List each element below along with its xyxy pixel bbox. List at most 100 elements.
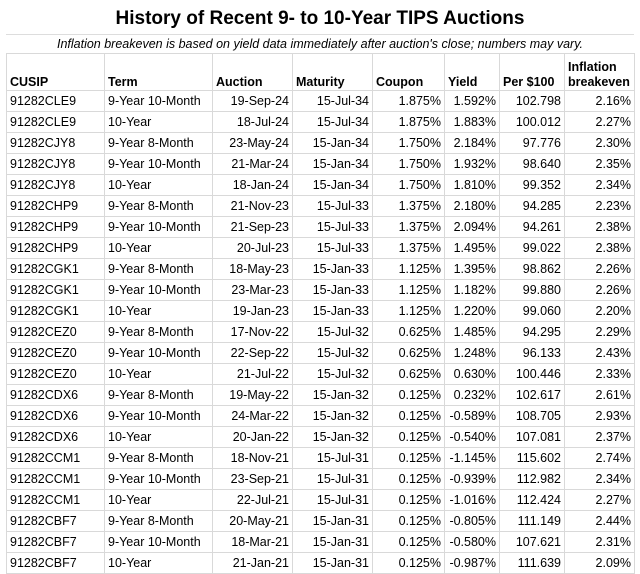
- table-cell: 9-Year 10-Month: [104, 342, 213, 364]
- table-cell: 15-Jan-33: [292, 300, 373, 322]
- table-cell: 15-Jan-33: [292, 279, 373, 301]
- table-cell: 100.012: [499, 111, 565, 133]
- table-cell: 91282CLE9: [6, 90, 105, 112]
- table-cell: 2.33%: [564, 363, 635, 385]
- table-cell: 91282CJY8: [6, 174, 105, 196]
- table-cell: -0.805%: [444, 510, 500, 532]
- table-cell: 15-Jan-31: [292, 510, 373, 532]
- table-cell: 15-Jan-34: [292, 174, 373, 196]
- table-cell: -0.540%: [444, 426, 500, 448]
- table-cell: 0.125%: [372, 510, 445, 532]
- table-cell: 9-Year 8-Month: [104, 321, 213, 343]
- table-cell: 99.022: [499, 237, 565, 259]
- column-header: Per $100: [499, 53, 565, 91]
- table-cell: 15-Jan-33: [292, 258, 373, 280]
- table-cell: 1.125%: [372, 279, 445, 301]
- table-cell: 1.125%: [372, 258, 445, 280]
- table-row: 91282CGK1 9-Year 10-Month 23-Mar-23 15-Jan-…: [6, 279, 635, 301]
- table-cell: 91282CGK1: [6, 279, 105, 301]
- table-cell: 21-Jan-21: [212, 552, 293, 574]
- table-cell: 91282CHP9: [6, 216, 105, 238]
- table-cell: 2.43%: [564, 342, 635, 364]
- table-cell: 9-Year 10-Month: [104, 216, 213, 238]
- table-row: 91282CJY8 9-Year 10-Month 21-Mar-24 15-Jan-…: [6, 153, 635, 175]
- table-cell: 21-Jul-22: [212, 363, 293, 385]
- table-cell: 20-May-21: [212, 510, 293, 532]
- table-cell: 107.621: [499, 531, 565, 553]
- table-row: 91282CBF7 9-Year 8-Month 20-May-21 15-Jan-3…: [6, 510, 635, 532]
- table-cell: 10-Year: [104, 174, 213, 196]
- table-cell: 115.602: [499, 447, 565, 469]
- table-cell: -0.589%: [444, 405, 500, 427]
- table-row: 91282CBF7 10-Year 21-Jan-21 15-Jan-31 0.125%…: [6, 552, 635, 574]
- table-row: 91282CCM1 10-Year 22-Jul-21 15-Jul-31 0.125%…: [6, 489, 635, 511]
- table-cell: 111.639: [499, 552, 565, 574]
- table-cell: 0.125%: [372, 405, 445, 427]
- table-cell: 22-Jul-21: [212, 489, 293, 511]
- table-cell: 1.375%: [372, 216, 445, 238]
- table-cell: 91282CDX6: [6, 384, 105, 406]
- table-cell: 19-Sep-24: [212, 90, 293, 112]
- table-cell: 102.798: [499, 90, 565, 112]
- table-cell: 91282CHP9: [6, 237, 105, 259]
- table-cell: 1.750%: [372, 153, 445, 175]
- table-cell: 107.081: [499, 426, 565, 448]
- table-cell: 2.35%: [564, 153, 635, 175]
- table-cell: 91282CBF7: [6, 552, 105, 574]
- table-cell: -0.580%: [444, 531, 500, 553]
- table-cell: 91282CHP9: [6, 195, 105, 217]
- table-cell: 15-Jan-31: [292, 531, 373, 553]
- table-cell: 10-Year: [104, 426, 213, 448]
- table-row: 91282CLE9 9-Year 10-Month 19-Sep-24 15-Jul-…: [6, 90, 635, 112]
- table-cell: 0.125%: [372, 447, 445, 469]
- table-row: 91282CDX6 9-Year 10-Month 24-Mar-22 15-Jan-…: [6, 405, 635, 427]
- table-cell: 9-Year 8-Month: [104, 510, 213, 532]
- table-cell: 99.352: [499, 174, 565, 196]
- table-cell: 9-Year 8-Month: [104, 258, 213, 280]
- table-cell: 15-Jan-31: [292, 552, 373, 574]
- table-cell: 15-Jul-31: [292, 468, 373, 490]
- table-cell: 10-Year: [104, 300, 213, 322]
- table-cell: 1.485%: [444, 321, 500, 343]
- table-cell: 2.29%: [564, 321, 635, 343]
- table-cell: 9-Year 10-Month: [104, 468, 213, 490]
- table-cell: 0.125%: [372, 426, 445, 448]
- table-cell: 15-Jul-33: [292, 216, 373, 238]
- table-cell: 94.285: [499, 195, 565, 217]
- table-cell: 24-Mar-22: [212, 405, 293, 427]
- table-cell: 0.625%: [372, 342, 445, 364]
- table-cell: 15-Jan-32: [292, 384, 373, 406]
- table-cell: 9-Year 10-Month: [104, 90, 213, 112]
- page: History of Recent 9- to 10-Year TIPS Auc…: [6, 8, 635, 574]
- table-cell: 15-Jul-32: [292, 363, 373, 385]
- table-cell: -0.987%: [444, 552, 500, 574]
- table-cell: 1.375%: [372, 195, 445, 217]
- title: History of Recent 9- to 10-Year TIPS Auc…: [115, 8, 525, 29]
- table-cell: 15-Jul-34: [292, 111, 373, 133]
- table-cell: 112.982: [499, 468, 565, 490]
- table-cell: 2.37%: [564, 426, 635, 448]
- table-cell: 2.20%: [564, 300, 635, 322]
- table-cell: 15-Jan-32: [292, 405, 373, 427]
- table-row: 91282CEZ0 9-Year 10-Month 22-Sep-22 15-Jul-…: [6, 342, 635, 364]
- table-row: 91282CEZ0 9-Year 8-Month 17-Nov-22 15-Jul-3…: [6, 321, 635, 343]
- table-cell: 9-Year 8-Month: [104, 384, 213, 406]
- table-cell: 2.38%: [564, 216, 635, 238]
- table-cell: 9-Year 10-Month: [104, 153, 213, 175]
- table-cell: 9-Year 10-Month: [104, 279, 213, 301]
- column-header: Yield: [444, 53, 500, 91]
- table-cell: 0.125%: [372, 531, 445, 553]
- table-cell: 1.883%: [444, 111, 500, 133]
- table-cell: 91282CGK1: [6, 300, 105, 322]
- table-cell: 102.617: [499, 384, 565, 406]
- table-cell: 91282CEZ0: [6, 363, 105, 385]
- table-cell: 18-May-23: [212, 258, 293, 280]
- table-cell: 1.220%: [444, 300, 500, 322]
- column-header: Inflation breakeven: [564, 53, 635, 91]
- table-cell: 2.27%: [564, 111, 635, 133]
- column-header: Coupon: [372, 53, 445, 91]
- table-cell: 91282CLE9: [6, 111, 105, 133]
- table-cell: 23-Mar-23: [212, 279, 293, 301]
- table-cell: 112.424: [499, 489, 565, 511]
- table-cell: -1.016%: [444, 489, 500, 511]
